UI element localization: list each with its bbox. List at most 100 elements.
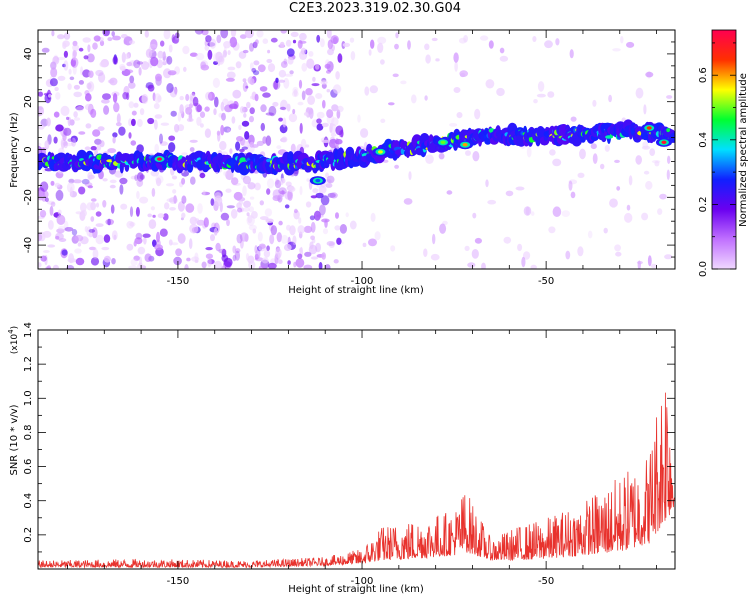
speckle-blob xyxy=(570,116,577,122)
speckle-blob xyxy=(258,243,266,249)
speckle-blob xyxy=(249,78,255,86)
speckle-blob xyxy=(147,117,155,125)
speckle-blob xyxy=(150,170,160,177)
speckle-blob xyxy=(289,225,296,236)
speckle-blob xyxy=(333,259,339,264)
speckle-blob xyxy=(95,234,104,245)
speckle-blob xyxy=(71,137,77,147)
speckle-blob xyxy=(231,177,239,186)
speckle-blob xyxy=(280,99,288,111)
speckle-blob xyxy=(377,42,384,53)
speckle-blob xyxy=(179,104,184,115)
speckle-blob xyxy=(157,50,164,59)
speckle-blob xyxy=(102,178,108,182)
speckle-blob xyxy=(223,257,233,268)
ridge-blob xyxy=(56,152,66,159)
speckle-blob xyxy=(335,212,339,219)
y-tick-label: -40 xyxy=(23,237,34,253)
speckle-blob xyxy=(200,123,204,128)
speckle-blob xyxy=(382,159,389,163)
speckle-blob xyxy=(112,35,121,41)
speckle-blob xyxy=(548,226,556,234)
speckle-blob xyxy=(58,225,66,230)
speckle-blob xyxy=(38,142,42,147)
speckle-blob xyxy=(217,55,224,63)
x-tick-label: -150 xyxy=(167,276,190,287)
speckle-blob xyxy=(186,257,191,262)
speckle-blob xyxy=(628,175,633,186)
speckle-blob xyxy=(153,103,160,110)
speckle-blob xyxy=(38,233,43,242)
speckle-blob xyxy=(55,189,64,201)
speckle-blob xyxy=(299,122,303,134)
speckle-blob xyxy=(568,180,573,191)
speckle-blob xyxy=(388,102,395,106)
speckle-blob xyxy=(251,67,257,73)
speckle-blob xyxy=(561,210,570,218)
speckle-blob xyxy=(252,228,257,234)
speckle-blob xyxy=(78,186,86,195)
speckle-blob xyxy=(214,96,219,108)
speckle-blob xyxy=(336,109,341,119)
speckle-blob xyxy=(321,139,331,143)
speckle-blob xyxy=(111,230,118,241)
speckle-blob xyxy=(191,256,200,262)
speckle-blob xyxy=(86,202,94,211)
speckle-blob xyxy=(259,86,268,92)
speckle-blob xyxy=(322,228,329,235)
speckle-blob xyxy=(304,251,312,257)
speckle-blob xyxy=(252,41,258,49)
speckle-blob xyxy=(126,243,134,251)
speckle-blob xyxy=(244,131,250,140)
speckle-blob xyxy=(188,238,193,250)
speckle-blob xyxy=(154,143,159,153)
speckle-blob xyxy=(129,75,135,84)
speckle-blob xyxy=(46,265,52,269)
speckle-blob xyxy=(73,91,82,98)
speckle-blob xyxy=(119,177,128,185)
speckle-blob xyxy=(615,251,622,257)
bottom-y-axis-label: SNR (10 * v/v) xyxy=(9,404,20,475)
y-tick-label: 20 xyxy=(23,95,34,108)
speckle-blob xyxy=(316,118,322,124)
speckle-blob xyxy=(73,111,78,118)
speckle-blob xyxy=(411,94,417,104)
speckle-blob xyxy=(298,79,303,89)
speckle-blob xyxy=(134,174,138,181)
speckle-blob xyxy=(467,262,476,268)
speckle-blob xyxy=(201,261,207,269)
speckle-blob xyxy=(664,254,673,260)
speckle-blob xyxy=(44,140,50,150)
speckle-blob xyxy=(71,229,78,236)
speckle-blob xyxy=(219,140,227,151)
heatmap-background-speckle xyxy=(38,30,673,269)
speckle-blob xyxy=(137,118,143,128)
speckle-blob xyxy=(242,81,248,93)
speckle-blob xyxy=(179,95,184,101)
speckle-blob xyxy=(66,116,70,120)
speckle-blob xyxy=(261,257,269,264)
speckle-blob xyxy=(238,124,242,130)
speckle-blob xyxy=(435,58,440,62)
speckle-blob xyxy=(408,171,412,181)
speckle-blob xyxy=(266,58,273,64)
speckle-blob xyxy=(290,31,299,38)
speckle-blob xyxy=(394,43,399,50)
speckle-blob xyxy=(194,252,199,261)
speckle-blob xyxy=(299,185,303,196)
speckle-blob xyxy=(253,60,260,66)
speckle-blob xyxy=(526,146,532,158)
speckle-blob xyxy=(242,175,251,185)
speckle-blob xyxy=(236,233,243,244)
speckle-blob xyxy=(256,140,264,146)
speckle-blob xyxy=(255,249,261,259)
speckle-blob xyxy=(236,196,246,202)
hot-spot-core xyxy=(462,143,468,147)
speckle-blob xyxy=(136,61,143,65)
speckle-blob xyxy=(98,72,106,83)
speckle-blob xyxy=(454,61,458,72)
speckle-blob xyxy=(39,181,49,192)
speckle-blob xyxy=(260,216,269,221)
speckle-blob xyxy=(515,186,525,191)
speckle-blob xyxy=(160,122,170,126)
